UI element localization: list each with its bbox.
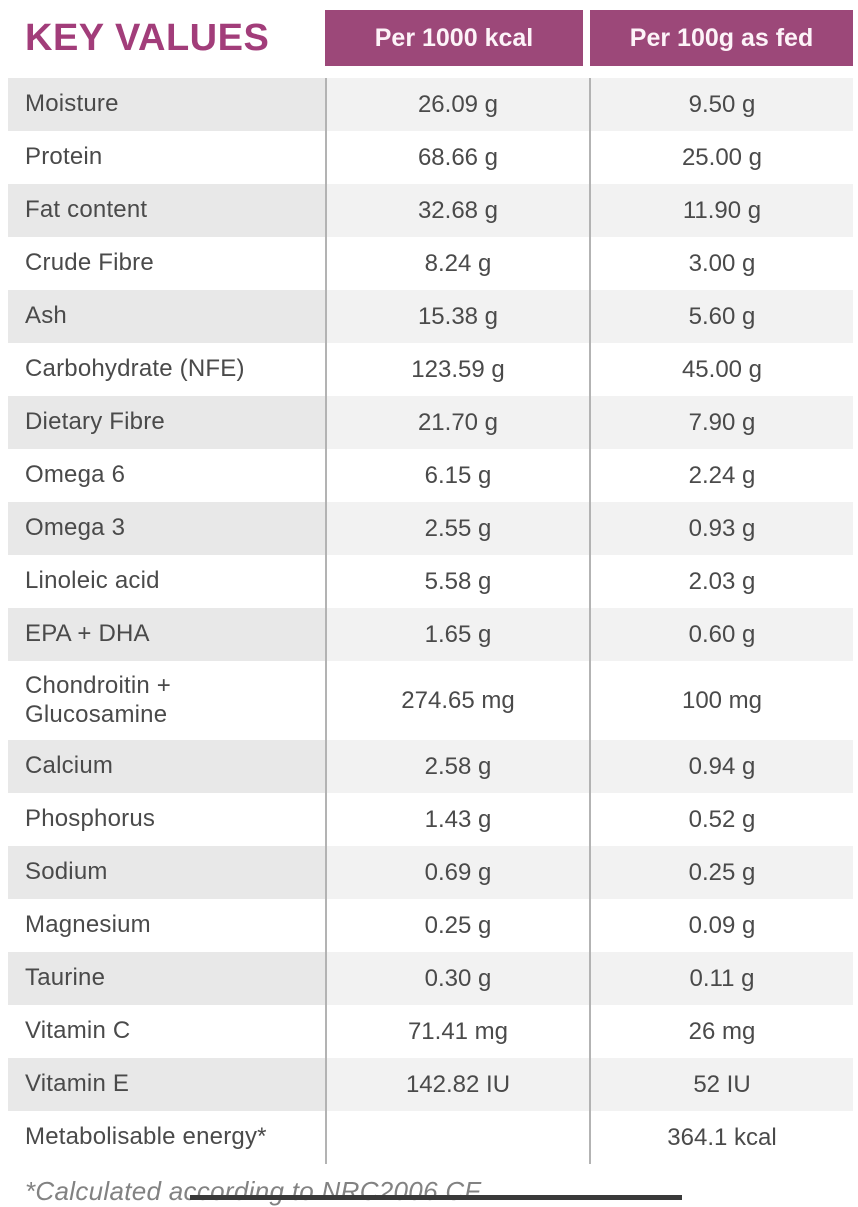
table-row: Omega 6 6.15 g 2.24 g: [8, 449, 853, 502]
row-value-per-100g-as-fed: 0.11 g: [589, 952, 853, 1005]
row-value-per-1000kcal: 1.65 g: [325, 608, 589, 661]
row-value-per-100g-as-fed: 2.24 g: [589, 449, 853, 502]
row-label: Linoleic acid: [25, 567, 160, 595]
table-row: Linoleic acid 5.58 g 2.03 g: [8, 555, 853, 608]
row-value-per-100g-as-fed: 11.90 g: [589, 184, 853, 237]
table-row: Taurine 0.30 g 0.11 g: [8, 952, 853, 1005]
column-header-per-100g-as-fed: Per 100g as fed: [590, 10, 853, 66]
table-row: Ash 15.38 g 5.60 g: [8, 290, 853, 343]
row-value-per-1000kcal: 8.24 g: [325, 237, 589, 290]
table-row: Metabolisable energy* 364.1 kcal: [8, 1111, 853, 1164]
table-header: KEY VALUES Per 1000 kcal Per 100g as fed: [8, 10, 853, 66]
row-value-per-1000kcal: 0.25 g: [325, 899, 589, 952]
row-label: Protein: [25, 143, 103, 171]
row-value-per-1000kcal: 15.38 g: [325, 290, 589, 343]
row-value-per-1000kcal: 21.70 g: [325, 396, 589, 449]
row-value-per-100g-as-fed: 0.94 g: [589, 740, 853, 793]
table-row: Chondroitin + Glucosamine 274.65 mg 100 …: [8, 661, 853, 740]
table-row: EPA + DHA 1.65 g 0.60 g: [8, 608, 853, 661]
row-label: Ash: [8, 290, 325, 343]
row-label: Omega 3: [8, 502, 325, 555]
row-value-per-100g-as-fed: 52 IU: [589, 1058, 853, 1111]
row-value-per-100g-as-fed: 3.00 g: [589, 237, 853, 290]
row-label: Calcium: [8, 740, 325, 793]
row-value-per-1000kcal: 68.66 g: [325, 131, 589, 184]
row-value-per-100g-as-fed: 0.93 g: [589, 502, 853, 555]
row-value-per-1000kcal: [325, 1111, 589, 1164]
table-row: Phosphorus 1.43 g 0.52 g: [8, 793, 853, 846]
row-value-per-100g-as-fed: 45.00 g: [589, 343, 853, 396]
row-label: Carbohydrate (NFE): [25, 355, 245, 383]
table-row: Vitamin C 71.41 mg 26 mg: [8, 1005, 853, 1058]
table-row: Calcium 2.58 g 0.94 g: [8, 740, 853, 793]
row-value-per-1000kcal: 26.09 g: [325, 78, 589, 131]
table-row: Carbohydrate (NFE) 123.59 g 45.00 g: [8, 343, 853, 396]
title-cell: KEY VALUES: [8, 10, 325, 66]
page-title: KEY VALUES: [25, 16, 270, 59]
row-value-per-100g-as-fed: 25.00 g: [589, 131, 853, 184]
row-value-per-100g-as-fed: 100 mg: [589, 661, 853, 740]
row-value-per-1000kcal: 123.59 g: [325, 343, 589, 396]
row-value-per-100g-as-fed: 7.90 g: [589, 396, 853, 449]
table-row: Magnesium 0.25 g 0.09 g: [8, 899, 853, 952]
row-value-per-100g-as-fed: 0.52 g: [589, 793, 853, 846]
row-label: Moisture: [8, 78, 325, 131]
row-label: Sodium: [8, 846, 325, 899]
row-value-per-1000kcal: 1.43 g: [325, 793, 589, 846]
row-label: Omega 6: [25, 461, 126, 489]
table-row: Fat content 32.68 g 11.90 g: [8, 184, 853, 237]
row-label: Taurine: [8, 952, 325, 1005]
table-row: Omega 3 2.55 g 0.93 g: [8, 502, 853, 555]
table-row: Sodium 0.69 g 0.25 g: [8, 846, 853, 899]
row-label: Metabolisable energy*: [25, 1123, 267, 1151]
row-label: EPA + DHA: [8, 608, 325, 661]
row-value-per-1000kcal: 142.82 IU: [325, 1058, 589, 1111]
row-label: Vitamin C: [25, 1017, 131, 1045]
row-label: Crude Fibre: [25, 249, 154, 277]
row-value-per-1000kcal: 32.68 g: [325, 184, 589, 237]
table-row: Vitamin E 142.82 IU 52 IU: [8, 1058, 853, 1111]
row-value-per-100g-as-fed: 0.09 g: [589, 899, 853, 952]
row-value-per-1000kcal: 71.41 mg: [325, 1005, 589, 1058]
row-value-per-1000kcal: 0.30 g: [325, 952, 589, 1005]
row-value-per-100g-as-fed: 364.1 kcal: [589, 1111, 853, 1164]
table-row: Protein 68.66 g 25.00 g: [8, 131, 853, 184]
row-label: Dietary Fibre: [8, 396, 325, 449]
row-label: Fat content: [8, 184, 325, 237]
row-value-per-100g-as-fed: 26 mg: [589, 1005, 853, 1058]
nutrition-table: Moisture 26.09 g 9.50 g Protein 68.66 g …: [8, 78, 853, 1164]
footnote: *Calculated according to NRC2006 CF.: [25, 1176, 485, 1206]
row-value-per-100g-as-fed: 9.50 g: [589, 78, 853, 131]
column-header-per-1000kcal: Per 1000 kcal: [325, 10, 583, 66]
row-label: Vitamin E: [8, 1058, 325, 1111]
bottom-bar: [190, 1195, 682, 1200]
table-row: Moisture 26.09 g 9.50 g: [8, 78, 853, 131]
row-label: Phosphorus: [25, 805, 156, 833]
row-value-per-1000kcal: 0.69 g: [325, 846, 589, 899]
row-value-per-100g-as-fed: 5.60 g: [589, 290, 853, 343]
row-value-per-100g-as-fed: 2.03 g: [589, 555, 853, 608]
row-value-per-1000kcal: 2.58 g: [325, 740, 589, 793]
row-value-per-1000kcal: 6.15 g: [325, 449, 589, 502]
row-value-per-1000kcal: 2.55 g: [325, 502, 589, 555]
row-label: Chondroitin + Glucosamine: [25, 672, 172, 728]
table-row: Crude Fibre 8.24 g 3.00 g: [8, 237, 853, 290]
row-value-per-1000kcal: 274.65 mg: [325, 661, 589, 740]
row-value-per-100g-as-fed: 0.25 g: [589, 846, 853, 899]
row-value-per-100g-as-fed: 0.60 g: [589, 608, 853, 661]
column-header-gap: [583, 10, 590, 66]
table-row: Dietary Fibre 21.70 g 7.90 g: [8, 396, 853, 449]
row-value-per-1000kcal: 5.58 g: [325, 555, 589, 608]
row-label: Magnesium: [25, 911, 151, 939]
